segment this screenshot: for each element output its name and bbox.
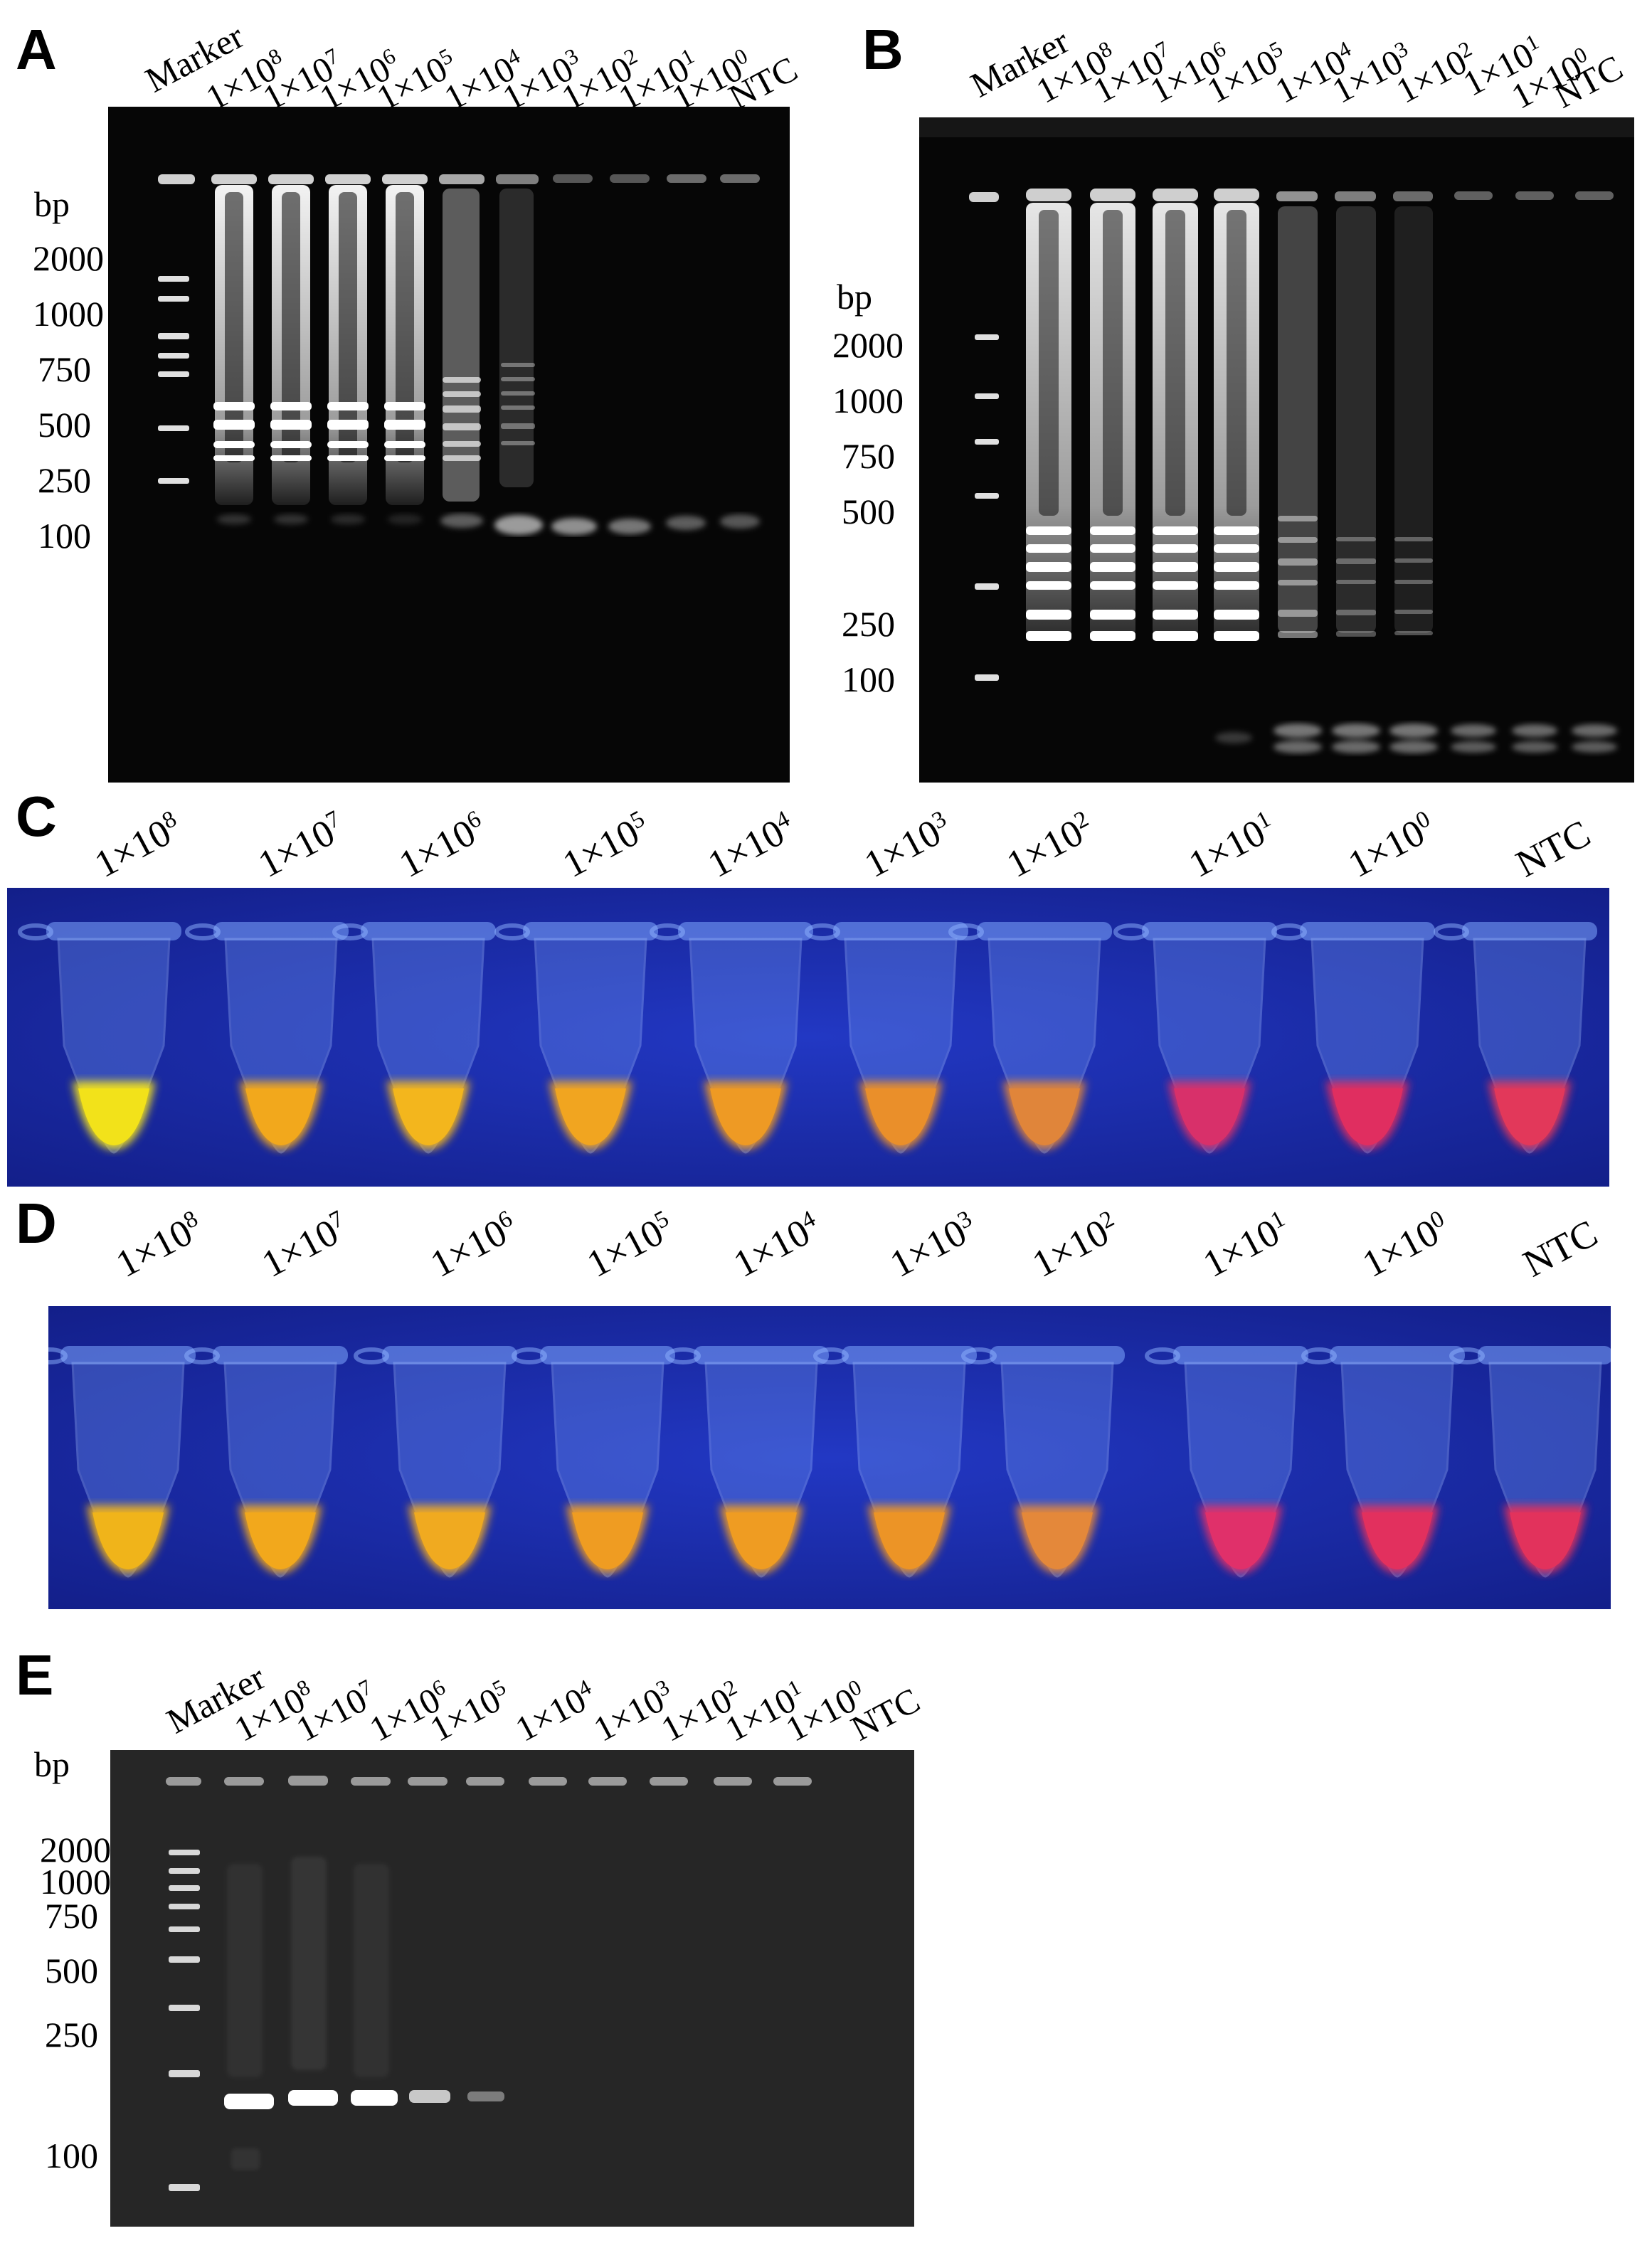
tube [184, 1346, 348, 1578]
tube-row-d [48, 1306, 1611, 1609]
bp-title: bp [34, 184, 70, 224]
tube [494, 922, 658, 1154]
tube [1301, 1346, 1465, 1578]
tube-label: 1×105 [580, 1205, 674, 1286]
tube-row-c [7, 888, 1609, 1187]
bp-marker-label: 100 [45, 2136, 98, 2175]
tube-label: 1×102 [1000, 805, 1094, 886]
tube [948, 922, 1112, 1154]
tube-label: 1×101 [1182, 805, 1276, 886]
tube [1113, 922, 1277, 1154]
bp-marker-label: 750 [842, 436, 895, 476]
tube [1449, 1346, 1611, 1578]
tube [48, 1346, 196, 1578]
tube-label: 1×108 [88, 805, 181, 886]
tube [332, 922, 496, 1154]
tube-label: 1×103 [883, 1205, 977, 1286]
bp-marker-label: 2000 [33, 238, 104, 278]
bp-marker-label: 250 [38, 460, 91, 500]
bp-marker-label: 2000 [40, 1830, 111, 1870]
bp-marker-label: 1000 [832, 381, 904, 420]
tube [18, 922, 181, 1154]
tube [185, 922, 349, 1154]
tube-label: 1×101 [1196, 1205, 1290, 1286]
gel-image-a [108, 107, 790, 783]
bp-marker-label: 500 [38, 405, 91, 445]
tube-label: NTC [1509, 811, 1597, 886]
bp-marker-label: 250 [842, 604, 895, 644]
tube-label: 1×100 [1355, 1205, 1449, 1286]
tube [805, 922, 968, 1154]
gel-image-e [110, 1750, 914, 2227]
bp-marker-label: 500 [45, 1951, 98, 1990]
tube-label: 1×106 [392, 805, 486, 886]
tube-label: NTC [1516, 1211, 1604, 1285]
panel-b-letter: B [862, 18, 904, 81]
tube [813, 1346, 977, 1578]
tube [665, 1346, 829, 1578]
tube-label: 1×100 [1341, 805, 1435, 886]
tube [1434, 922, 1597, 1154]
bp-marker-label: 2000 [832, 325, 904, 365]
gel-image-b [919, 117, 1634, 783]
panel-d-letter: D [16, 1192, 57, 1255]
tube-label: 1×104 [726, 1205, 820, 1286]
bp-title: bp [34, 1744, 70, 1784]
lane-label: 1×104 [509, 1674, 595, 1749]
bp-marker-label: 250 [45, 2015, 98, 2055]
tube-photo-d [48, 1306, 1611, 1609]
tube-label: 1×108 [109, 1205, 203, 1286]
tube [1145, 1346, 1308, 1578]
panel-c-letter: C [16, 785, 57, 848]
tube-label: 1×107 [255, 1205, 349, 1286]
bp-marker-label: 100 [842, 659, 895, 699]
panel-a-letter: A [16, 18, 57, 81]
tube-label: 1×103 [857, 805, 951, 886]
bp-marker-label: 750 [45, 1896, 98, 1936]
tube [650, 922, 813, 1154]
tube-label: 1×106 [423, 1205, 517, 1286]
bp-marker-label: 1000 [40, 1862, 111, 1902]
bp-marker-label: 500 [842, 492, 895, 531]
tube-label: 1×107 [251, 805, 345, 886]
bp-marker-label: 750 [38, 349, 91, 389]
tube-label: 1×105 [556, 805, 650, 886]
tube-photo-c [7, 888, 1609, 1187]
bp-title: bp [837, 277, 872, 317]
tube [961, 1346, 1125, 1578]
tube [512, 1346, 675, 1578]
panel-e-letter: E [16, 1643, 54, 1707]
bp-marker-label: 100 [38, 516, 91, 556]
bp-marker-label: 1000 [33, 294, 104, 334]
tube [354, 1346, 517, 1578]
tube-label: 1×104 [701, 805, 795, 886]
tube [1271, 922, 1435, 1154]
tube-label: 1×102 [1025, 1205, 1119, 1286]
